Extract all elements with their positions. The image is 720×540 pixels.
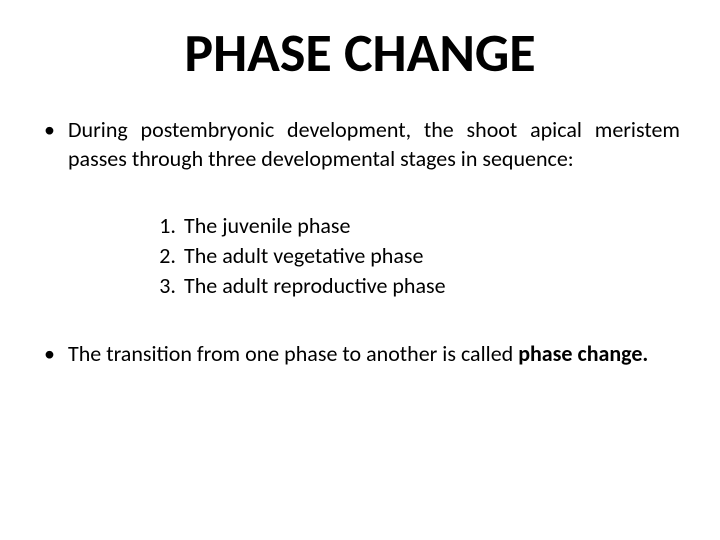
- closing-bold: phase change.: [518, 340, 648, 367]
- phase-text: The juvenile phase: [184, 211, 350, 241]
- phase-item: 1. The juvenile phase: [150, 211, 680, 241]
- phase-text: The adult reproductive phase: [184, 271, 446, 301]
- phase-item: 2. The adult vegetative phase: [150, 241, 680, 271]
- phase-item: 3. The adult reproductive phase: [150, 271, 680, 301]
- phase-text: The adult vegetative phase: [184, 241, 423, 271]
- bullet-icon: •: [40, 340, 68, 369]
- closing-text: The transition from one phase to another…: [68, 340, 680, 369]
- closing-prefix: The transition from one phase to another…: [68, 340, 518, 367]
- phase-number: 3.: [150, 271, 184, 301]
- bullet-icon: •: [40, 116, 68, 173]
- phase-number: 2.: [150, 241, 184, 271]
- intro-list: • During postembryonic development, the …: [40, 116, 680, 173]
- closing-bullet: • The transition from one phase to anoth…: [40, 340, 680, 369]
- intro-bullet: • During postembryonic development, the …: [40, 116, 680, 173]
- phase-number: 1.: [150, 211, 184, 241]
- intro-text: During postembryonic development, the sh…: [68, 116, 680, 173]
- phases-list: 1. The juvenile phase 2. The adult veget…: [40, 211, 680, 300]
- slide-title: PHASE CHANGE: [40, 20, 680, 86]
- closing-list: • The transition from one phase to anoth…: [40, 340, 680, 369]
